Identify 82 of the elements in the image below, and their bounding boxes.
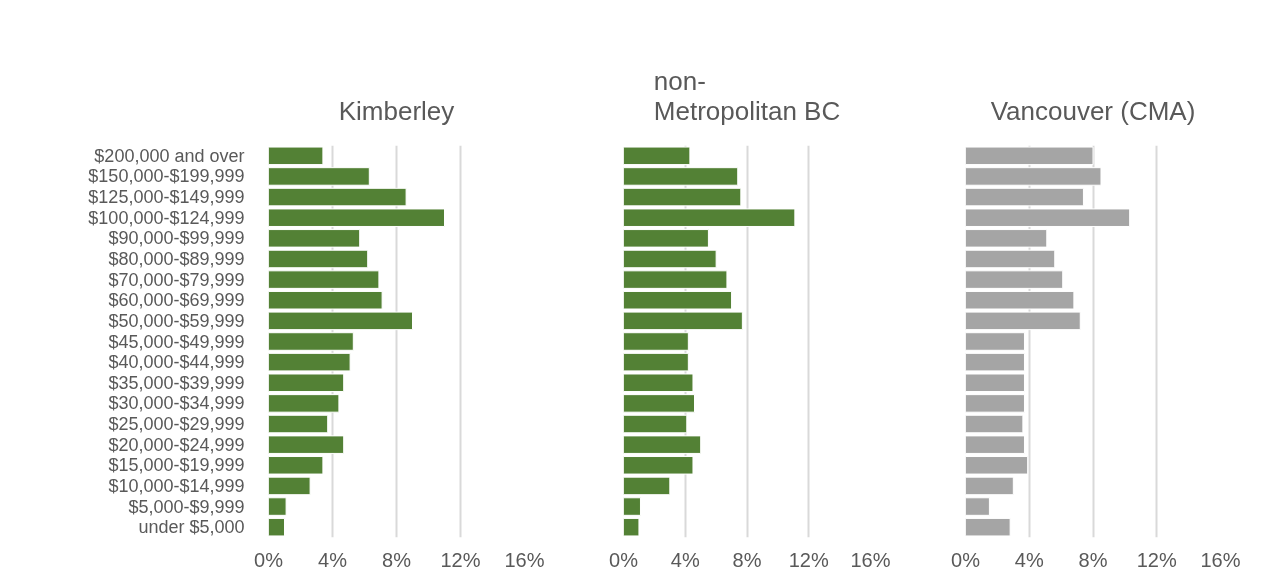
bar <box>965 229 1048 248</box>
x-tick-label: 4% <box>670 548 700 571</box>
bar <box>268 394 340 413</box>
bar <box>623 249 717 269</box>
bar <box>623 414 688 434</box>
bar <box>623 394 696 413</box>
bar <box>965 435 1025 454</box>
bar <box>268 517 285 537</box>
bar <box>623 208 796 227</box>
x-tick-label: 8% <box>732 548 762 571</box>
bar <box>965 476 1014 496</box>
bar <box>623 229 709 248</box>
y-tick-label: $5,000-$9,999 <box>128 496 245 517</box>
bar <box>965 249 1056 269</box>
y-tick-label: under $5,000 <box>138 517 245 538</box>
y-tick-label: $100,000-$124,999 <box>88 207 245 228</box>
y-tick-label: $30,000-$34,999 <box>108 393 245 414</box>
y-tick-label: $50,000-$59,999 <box>108 310 245 331</box>
bar <box>268 456 324 475</box>
chart-title: Kimberley <box>338 95 455 126</box>
bar <box>268 332 354 351</box>
bar <box>965 394 1025 413</box>
x-tick-label: 0% <box>609 548 639 571</box>
bar <box>268 435 345 454</box>
y-tick-label: $45,000-$49,999 <box>108 331 245 352</box>
x-tick-label: 4% <box>318 548 348 571</box>
bar <box>623 456 694 475</box>
bar <box>623 332 689 351</box>
bar <box>623 270 728 289</box>
x-tick-label: 16% <box>504 548 545 571</box>
y-tick-label: $125,000-$149,999 <box>88 187 245 208</box>
bar <box>623 517 640 537</box>
bar <box>965 456 1029 475</box>
y-tick-label: $70,000-$79,999 <box>108 269 245 290</box>
bar <box>623 497 641 516</box>
bar <box>965 146 1094 166</box>
bar <box>965 187 1084 207</box>
x-tick-label: 8% <box>1078 548 1108 571</box>
bar <box>268 229 361 248</box>
chart-title: non-Metropolitan BC <box>653 65 841 126</box>
bar <box>268 249 369 269</box>
bar <box>268 414 329 434</box>
bar <box>268 208 445 227</box>
bar <box>623 476 671 496</box>
y-tick-label: $200,000 and over <box>94 145 245 166</box>
bar <box>623 435 702 454</box>
bar <box>268 187 407 207</box>
y-tick-label: $150,000-$199,999 <box>88 166 245 187</box>
bar <box>965 332 1025 351</box>
bar <box>965 270 1064 289</box>
y-tick-label: $90,000-$99,999 <box>108 228 245 249</box>
y-tick-label: $15,000-$19,999 <box>108 455 245 476</box>
x-tick-label: 0% <box>254 548 284 571</box>
x-tick-label: 12% <box>440 548 481 571</box>
bar <box>268 146 324 166</box>
y-tick-label: $60,000-$69,999 <box>108 290 245 311</box>
bar <box>623 146 691 166</box>
bar <box>623 167 739 186</box>
y-tick-label: $10,000-$14,999 <box>108 475 245 496</box>
x-tick-label: 0% <box>951 548 981 571</box>
y-tick-label: $35,000-$39,999 <box>108 372 245 393</box>
bar <box>268 497 287 516</box>
bar <box>268 476 311 496</box>
bar <box>965 517 1011 537</box>
bar <box>965 208 1131 227</box>
bar <box>965 414 1024 434</box>
x-tick-label: 12% <box>788 548 829 571</box>
x-tick-label: 16% <box>850 548 891 571</box>
y-tick-label: $20,000-$24,999 <box>108 434 245 455</box>
y-tick-label: $40,000-$44,999 <box>108 352 245 373</box>
bar <box>268 167 370 186</box>
bar <box>965 497 990 516</box>
y-tick-label: $25,000-$29,999 <box>108 414 245 435</box>
chart-title: Vancouver (CMA) <box>990 95 1196 126</box>
bar <box>623 187 742 207</box>
x-tick-label: 4% <box>1014 548 1044 571</box>
x-tick-label: 12% <box>1136 548 1177 571</box>
x-tick-label: 16% <box>1200 548 1241 571</box>
bar <box>268 270 380 289</box>
bar <box>965 167 1102 186</box>
x-tick-label: 8% <box>382 548 412 571</box>
y-tick-label: $80,000-$89,999 <box>108 248 245 269</box>
